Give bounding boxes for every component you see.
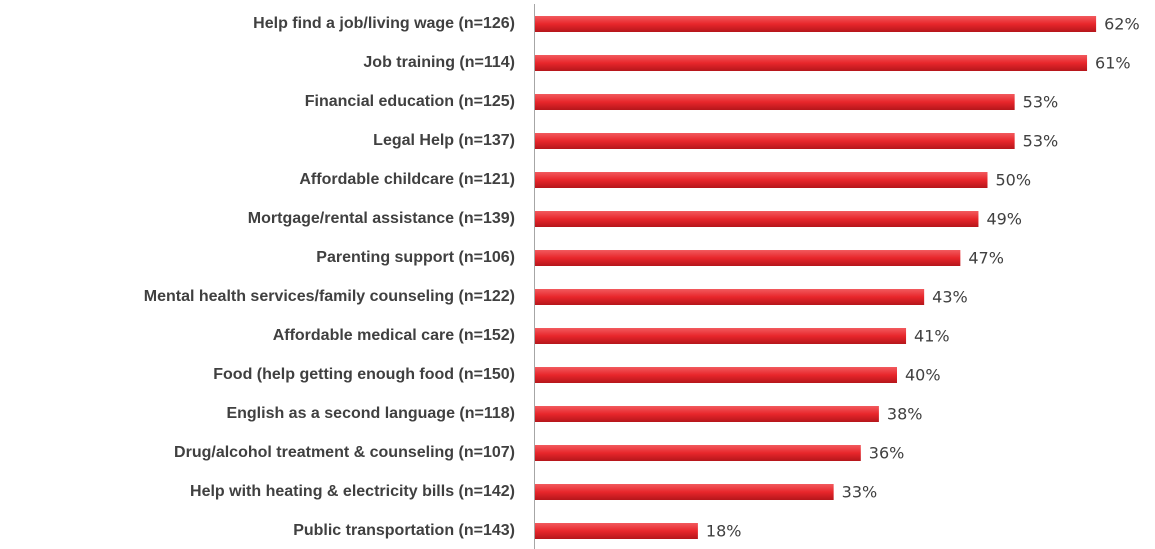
bar	[535, 172, 988, 188]
bar	[535, 328, 907, 344]
value-label: 33%	[842, 483, 878, 502]
value-label: 38%	[887, 405, 923, 424]
category-label: Food (help getting enough food (n=150)	[213, 366, 515, 383]
value-label: 43%	[932, 288, 968, 307]
bar	[535, 16, 1097, 32]
bar	[535, 55, 1088, 71]
value-label: 49%	[986, 210, 1022, 229]
category-label: Financial education (n=125)	[305, 93, 515, 110]
value-label: 50%	[996, 171, 1032, 190]
bar	[535, 367, 897, 383]
value-label: 62%	[1104, 15, 1140, 34]
category-label: Legal Help (n=137)	[373, 132, 515, 149]
bar	[535, 289, 925, 305]
bar	[535, 523, 698, 539]
category-label: Job training (n=114)	[363, 54, 515, 71]
bar	[535, 445, 861, 461]
value-label: 36%	[869, 444, 905, 463]
category-label: Parenting support (n=106)	[316, 249, 515, 266]
bar	[535, 94, 1015, 110]
value-label: 18%	[706, 522, 742, 541]
value-label: 61%	[1095, 54, 1131, 73]
bar	[535, 250, 961, 266]
value-label: 41%	[914, 327, 950, 346]
bar	[535, 484, 834, 500]
bar	[535, 406, 879, 422]
category-label: English as a second language (n=118)	[226, 405, 515, 422]
value-label: 47%	[968, 249, 1004, 268]
category-label: Help find a job/living wage (n=126)	[253, 15, 515, 32]
category-label: Affordable childcare (n=121)	[299, 171, 515, 188]
category-label: Affordable medical care (n=152)	[273, 327, 515, 344]
bar	[535, 133, 1015, 149]
category-label: Mental health services/family counseling…	[144, 288, 515, 305]
category-label: Help with heating & electricity bills (n…	[190, 483, 515, 500]
value-label: 53%	[1023, 93, 1059, 112]
value-label: 40%	[905, 366, 941, 385]
category-label: Drug/alcohol treatment & counseling (n=1…	[174, 444, 515, 461]
value-label: 53%	[1023, 132, 1059, 151]
category-label: Mortgage/rental assistance (n=139)	[248, 210, 515, 227]
bar	[535, 211, 979, 227]
category-label: Public transportation (n=143)	[293, 522, 515, 539]
